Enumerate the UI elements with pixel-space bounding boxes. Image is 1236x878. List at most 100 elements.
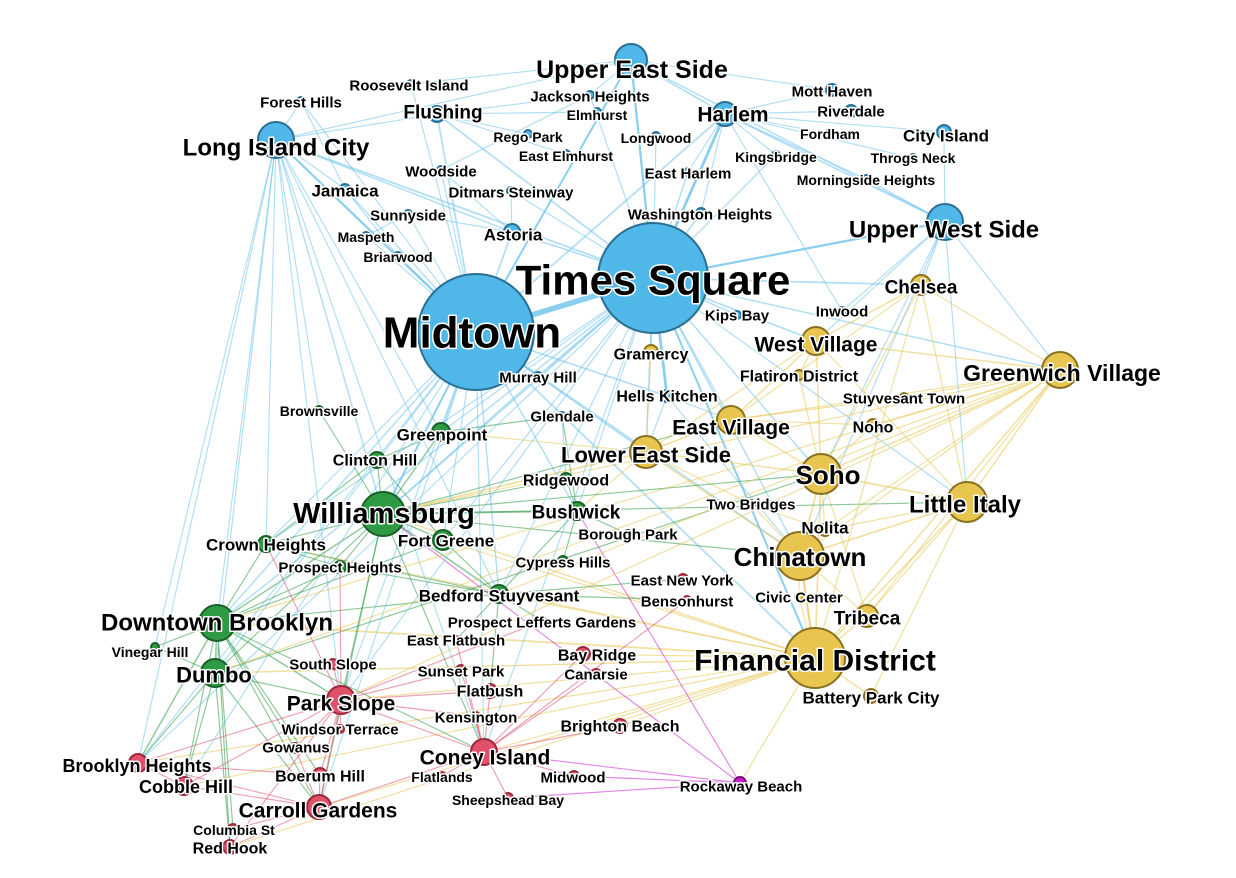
node-prospect-lefferts-gardens[interactable] [537, 616, 547, 626]
node-borough-park[interactable] [623, 529, 633, 539]
node-downtown-brooklyn[interactable] [198, 604, 236, 642]
node-west-village[interactable] [801, 326, 831, 356]
edge-long-island-city-park-slope [275, 139, 342, 701]
node-financial-district[interactable] [784, 627, 846, 689]
node-nolita[interactable] [818, 523, 832, 537]
node-bay-ridge[interactable] [575, 646, 591, 662]
node-times-square[interactable] [597, 222, 709, 334]
node-ridgewood[interactable] [559, 472, 573, 486]
node-civic-center[interactable] [794, 592, 804, 602]
node-lower-east-side[interactable] [629, 435, 663, 469]
label-greenwich-village: Greenwich Village [963, 360, 1161, 386]
node-bushwick[interactable] [567, 501, 587, 521]
node-upper-west-side[interactable] [926, 203, 964, 241]
node-rego-park[interactable] [523, 129, 533, 139]
node-east-elmhurst[interactable] [561, 149, 571, 159]
node-jamaica[interactable] [339, 183, 351, 195]
node-woodside[interactable] [436, 165, 446, 175]
node-cobble-hill[interactable] [174, 776, 194, 796]
node-midtown[interactable] [417, 273, 535, 391]
node-crown-heights[interactable] [257, 535, 275, 553]
node-cypress-hills[interactable] [557, 555, 569, 567]
node-flatlands[interactable] [437, 771, 447, 781]
node-little-italy[interactable] [946, 481, 988, 523]
node-flatbush[interactable] [482, 683, 498, 699]
node-chelsea[interactable] [910, 274, 932, 296]
edge-long-island-city-downtown-brooklyn [216, 139, 277, 624]
node-elmhurst[interactable] [592, 107, 602, 117]
node-east-harlem[interactable] [683, 167, 693, 177]
node-greenwich-village[interactable] [1041, 351, 1079, 389]
node-long-island-city[interactable] [257, 121, 295, 159]
node-morningside-heights[interactable] [861, 174, 871, 184]
node-briarwood[interactable] [393, 251, 403, 261]
node-clinton-hill[interactable] [368, 451, 386, 469]
node-city-island[interactable] [936, 124, 952, 140]
node-fort-greene[interactable] [432, 529, 454, 551]
node-mott-haven[interactable] [825, 83, 839, 97]
node-maspeth[interactable] [361, 231, 371, 241]
node-ditmars-steinway[interactable] [506, 186, 516, 196]
node-gramercy[interactable] [643, 344, 659, 360]
node-jackson-heights[interactable] [585, 90, 595, 100]
node-bedford-stuyvesant[interactable] [489, 584, 509, 604]
node-park-slope[interactable] [326, 685, 356, 715]
node-brooklyn-heights[interactable] [128, 753, 148, 773]
node-inwood[interactable] [837, 306, 847, 316]
node-kips-bay[interactable] [732, 310, 742, 320]
node-longwood[interactable] [651, 131, 661, 141]
node-kensington[interactable] [471, 711, 481, 721]
node-sheepshead-bay[interactable] [502, 792, 514, 804]
node-brownsville[interactable] [314, 405, 324, 415]
node-vinegar-hill[interactable] [150, 642, 160, 652]
node-forest-hills[interactable] [296, 96, 306, 106]
node-murray-hill[interactable] [533, 371, 543, 381]
node-roosevelt-island[interactable] [406, 79, 416, 89]
node-stuyvesant-town[interactable] [899, 392, 909, 402]
node-windsor-terrace[interactable] [335, 724, 345, 734]
node-east-village[interactable] [716, 405, 746, 435]
node-throgs-neck[interactable] [908, 153, 918, 163]
node-noho[interactable] [866, 418, 880, 432]
node-east-flatbush[interactable] [451, 635, 461, 645]
node-rockaway-beach[interactable] [733, 776, 747, 790]
node-greenpoint[interactable] [431, 422, 451, 442]
node-battery-park-city[interactable] [863, 688, 879, 704]
node-bensonhurst[interactable] [682, 595, 692, 605]
node-columbia-st[interactable] [227, 823, 239, 835]
node-astoria[interactable] [503, 223, 521, 241]
node-sunset-park[interactable] [455, 664, 467, 676]
node-riverdale[interactable] [844, 104, 858, 118]
node-upper-east-side[interactable] [614, 43, 648, 77]
edge-greenwich-village-dumbo [214, 369, 1061, 674]
node-hells-kitchen[interactable] [660, 389, 674, 403]
label-bushwick: Bushwick [532, 503, 621, 524]
node-fordham[interactable] [824, 128, 836, 140]
node-harlem[interactable] [712, 101, 738, 127]
node-south-slope[interactable] [327, 658, 339, 670]
node-boerum-hill[interactable] [312, 767, 328, 783]
node-soho[interactable] [800, 453, 842, 495]
node-washington-heights[interactable] [695, 207, 707, 219]
node-gowanus[interactable] [289, 742, 301, 754]
node-carroll-gardens[interactable] [306, 794, 332, 820]
node-canarsie[interactable] [590, 668, 602, 680]
label-crown-heights: Crown Heights [206, 536, 326, 555]
node-prospect-heights[interactable] [333, 560, 347, 574]
node-glendale[interactable] [557, 411, 567, 421]
edge-dumbo-cobble-hill [183, 672, 216, 787]
node-midwood[interactable] [568, 770, 580, 782]
node-red-hook[interactable] [222, 839, 238, 855]
node-kingsbridge[interactable] [771, 150, 781, 160]
node-williamsburg[interactable] [360, 491, 406, 537]
node-two-bridges[interactable] [746, 499, 756, 509]
node-coney-island[interactable] [470, 738, 498, 766]
node-tribeca[interactable] [855, 604, 879, 628]
node-chinatown[interactable] [775, 531, 825, 581]
node-flatiron-district[interactable] [793, 369, 805, 381]
node-sunnyside[interactable] [403, 209, 413, 219]
node-brighton-beach[interactable] [612, 718, 628, 734]
node-flushing[interactable] [428, 105, 446, 123]
node-dumbo[interactable] [200, 658, 230, 688]
node-east-new-york[interactable] [677, 573, 689, 585]
